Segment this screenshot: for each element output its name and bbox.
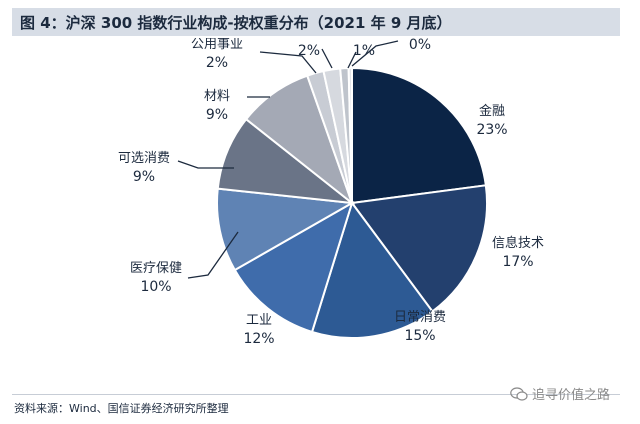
leader-line-4 [187, 231, 239, 279]
leader-line-10 [351, 40, 399, 67]
slice-label-3: 工业 [246, 313, 272, 328]
slice-value-4: 10% [140, 279, 171, 295]
pie-slice-1 [350, 184, 488, 313]
slice-value-9: 1% [353, 43, 375, 59]
source-note: 资料来源：Wind、国信证券经济研究所整理 [14, 402, 229, 415]
watermark-text: 追寻价值之路 [531, 388, 610, 403]
slice-label-5: 可选消费 [118, 151, 170, 166]
figure-title: 图 4：沪深 300 指数行业构成-按权重分布（2021 年 9 月底） [20, 13, 452, 32]
slice-value-3: 12% [243, 331, 274, 347]
slice-value-7: 2% [206, 55, 228, 71]
wechat-icon [510, 386, 528, 401]
slice-label-2: 日常消费 [394, 310, 446, 325]
figure-title-bar: 图 4：沪深 300 指数行业构成-按权重分布（2021 年 9 月底） [12, 8, 620, 36]
slice-label-7: 公用事业 [191, 38, 243, 52]
slice-value-8: 2% [298, 43, 320, 59]
slice-value-2: 15% [404, 328, 435, 344]
slice-value-6: 9% [206, 107, 228, 123]
slice-label-1: 信息技术 [492, 235, 544, 251]
slice-value-10: 0% [409, 38, 431, 53]
slice-label-9: 能源 [351, 38, 377, 40]
slice-value-1: 17% [502, 254, 533, 270]
slice-value-0: 23% [476, 122, 507, 138]
pie-slice-0 [351, 66, 487, 205]
slice-label-6: 材料 [204, 89, 230, 104]
leader-line-9 [347, 51, 357, 69]
watermark: 追寻价值之路 [510, 384, 610, 403]
pie-slice-4 [216, 187, 356, 272]
slice-label-8: 房地产 [289, 38, 328, 40]
leader-line-5 [177, 160, 234, 169]
footer-divider [12, 394, 620, 395]
leader-line-7 [259, 51, 317, 74]
pie-slice-3 [233, 200, 354, 334]
slice-label-0: 金融 [479, 103, 505, 119]
pie-chart: 金融 23% 信息技术 17% 日常消费 15% 工业 12% 医疗保健 10% 可选消费 9% 材料 9… [118, 18, 544, 347]
pie-chart-area: 金融 23% 信息技术 17% 日常消费 15% 工业 12% 医疗保健 10% 可选消费 9% 材料 9… [0, 18, 640, 390]
leader-line-8 [321, 48, 333, 69]
slice-label-4: 医疗保健 [130, 261, 182, 276]
slice-value-5: 9% [133, 169, 155, 185]
